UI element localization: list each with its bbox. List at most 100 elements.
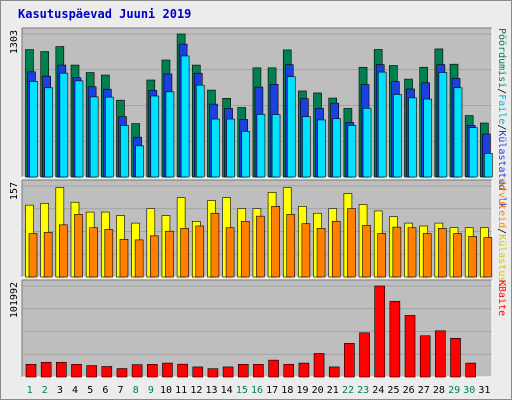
day-label: 9 xyxy=(148,385,154,396)
bar-sites-day-11 xyxy=(180,228,189,278)
bar-sites-day-10-fill xyxy=(165,230,174,278)
bar-sites-day-23 xyxy=(362,225,371,278)
bar-sites-day-8 xyxy=(134,239,144,278)
bar-files-day-12-fill xyxy=(195,84,205,178)
day-label: 26 xyxy=(403,385,415,396)
bar-kbytes-day-23-fill xyxy=(359,332,370,378)
bar-files-day-26 xyxy=(408,97,417,178)
bar-sites-day-13 xyxy=(210,212,220,278)
bar-sites-day-4 xyxy=(74,214,83,278)
bar-kbytes-day-4-fill xyxy=(71,364,82,378)
bar-sites-day-7 xyxy=(119,239,129,278)
bar-files-day-9-fill xyxy=(150,95,160,178)
bar-kbytes-day-3 xyxy=(56,361,67,378)
panel-1-legend-part: / xyxy=(496,88,507,94)
day-label: 22 xyxy=(342,385,354,396)
bar-kbytes-day-27-fill xyxy=(419,335,431,378)
day-label: 23 xyxy=(357,385,369,396)
bar-files-day-1 xyxy=(29,81,38,178)
bar-kbytes-day-24 xyxy=(374,285,386,378)
bar-kbytes-day-1 xyxy=(25,364,37,378)
bar-sites-day-7-fill xyxy=(119,239,129,278)
bar-kbytes-day-28 xyxy=(435,330,446,378)
bar-kbytes-day-12 xyxy=(192,366,204,378)
bar-files-day-10-fill xyxy=(165,91,175,178)
bar-sites-day-27 xyxy=(422,233,432,278)
bar-files-day-26-fill xyxy=(408,97,417,178)
day-label: 19 xyxy=(296,385,308,396)
bar-kbytes-day-10-fill xyxy=(162,362,173,378)
bar-sites-day-3 xyxy=(59,224,68,278)
bar-files-day-16-fill xyxy=(256,114,266,178)
bar-kbytes-day-11 xyxy=(177,363,188,378)
bar-kbytes-day-13 xyxy=(207,368,219,378)
bar-files-day-7-fill xyxy=(120,125,129,178)
day-label: 24 xyxy=(372,385,384,396)
bar-files-day-31 xyxy=(484,153,493,178)
day-label: 17 xyxy=(266,385,278,396)
bar-files-day-16 xyxy=(256,114,266,178)
bar-files-day-2 xyxy=(44,87,53,178)
bar-sites-day-5-fill xyxy=(89,227,98,278)
bar-sites-day-14 xyxy=(225,227,235,278)
bar-files-day-30-fill xyxy=(468,127,478,178)
bar-kbytes-day-19-fill xyxy=(298,362,310,378)
day-label: 18 xyxy=(281,385,293,396)
day-label: 7 xyxy=(118,385,124,396)
bar-sites-day-15-fill xyxy=(240,221,250,278)
bar-sites-day-13-fill xyxy=(210,212,220,278)
bar-sites-day-28 xyxy=(438,228,447,278)
bar-files-day-19 xyxy=(302,116,311,178)
bar-sites-day-3-fill xyxy=(59,224,68,278)
bar-sites-day-26-fill xyxy=(407,227,417,278)
panel-1-ymax-label: 1303 xyxy=(9,30,20,54)
bar-sites-day-25 xyxy=(392,226,402,278)
bar-files-day-18 xyxy=(286,76,296,178)
bar-kbytes-day-28-fill xyxy=(435,330,446,378)
day-label: 29 xyxy=(448,385,460,396)
day-label: 3 xyxy=(57,385,63,396)
bar-files-day-27-fill xyxy=(423,98,432,178)
bar-sites-day-27-fill xyxy=(422,233,432,278)
bar-files-day-15 xyxy=(241,131,251,178)
bar-sites-day-1 xyxy=(28,233,38,278)
panel-3-legend-part: KBaite xyxy=(496,280,507,316)
bar-sites-day-5 xyxy=(89,227,98,278)
bar-kbytes-day-21-fill xyxy=(328,366,340,378)
bar-sites-day-21 xyxy=(331,221,341,278)
bar-kbytes-day-22-fill xyxy=(344,343,355,378)
day-label: 31 xyxy=(478,385,490,396)
bar-kbytes-day-24-fill xyxy=(374,285,386,378)
day-label: 11 xyxy=(175,385,187,396)
bar-sites-day-20-fill xyxy=(316,228,326,278)
bar-sites-day-6-fill xyxy=(104,229,114,278)
day-label: 8 xyxy=(133,385,139,396)
bar-sites-day-30 xyxy=(468,236,477,278)
bar-sites-day-2-fill xyxy=(43,232,53,278)
day-label: 14 xyxy=(221,385,233,396)
bar-sites-day-1-fill xyxy=(28,233,38,278)
bar-sites-day-14-fill xyxy=(225,227,235,278)
day-label: 30 xyxy=(463,385,475,396)
bar-files-day-21-fill xyxy=(332,118,342,178)
day-label: 15 xyxy=(236,385,248,396)
panel-2-legend-part: Külastusi xyxy=(496,234,507,288)
day-label: 5 xyxy=(87,385,93,396)
bar-kbytes-day-14-fill xyxy=(222,366,234,378)
chart-title: Kasutuspäevad Juuni 2019 xyxy=(18,7,191,21)
bar-kbytes-day-19 xyxy=(298,362,310,378)
panel-2-legend-label: Arvuteid/Külastusi xyxy=(496,180,507,288)
bar-kbytes-day-16-fill xyxy=(253,364,264,378)
bar-sites-day-19-fill xyxy=(301,223,311,278)
bar-sites-day-15 xyxy=(240,221,250,278)
bar-kbytes-day-4 xyxy=(71,364,82,378)
bar-kbytes-day-11-fill xyxy=(177,363,188,378)
bar-kbytes-day-20-fill xyxy=(313,353,325,378)
bar-kbytes-day-9 xyxy=(146,364,158,378)
bar-files-day-24 xyxy=(377,71,387,178)
bar-sites-day-6 xyxy=(104,229,114,278)
bar-files-day-28 xyxy=(438,72,448,178)
bar-sites-day-24-fill xyxy=(377,233,387,278)
bar-files-day-6 xyxy=(105,96,114,178)
